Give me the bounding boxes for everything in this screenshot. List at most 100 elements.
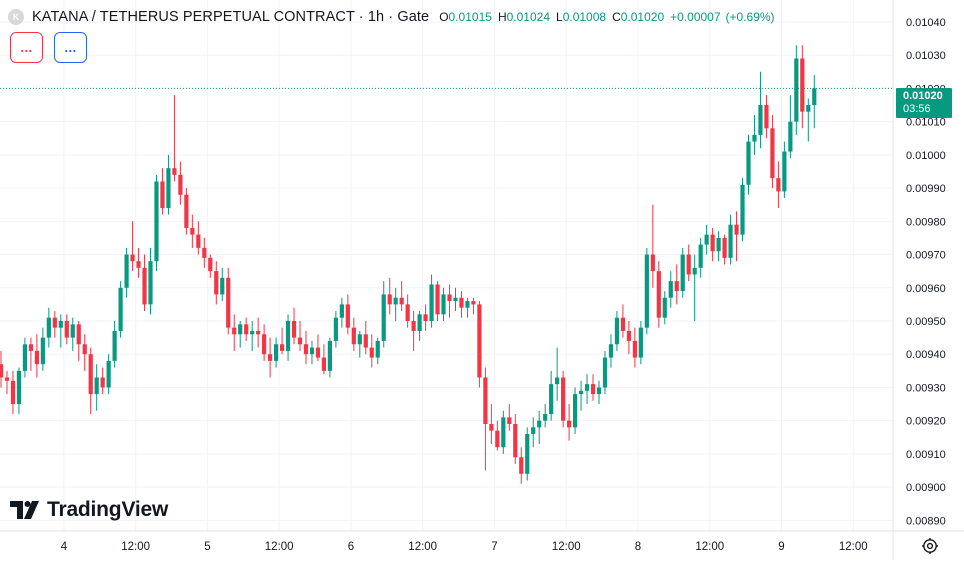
candle-body	[357, 334, 362, 345]
candle-body	[142, 267, 147, 305]
candle-body	[106, 360, 111, 388]
candle-body	[429, 284, 434, 322]
candle-body	[507, 417, 512, 425]
candle-body	[423, 314, 428, 322]
candle-body	[513, 424, 518, 458]
candle-body	[572, 394, 578, 428]
y-tick-label: 0.01000	[906, 150, 946, 162]
candle-body	[369, 347, 374, 358]
candle-body	[88, 354, 93, 395]
chart-legend: K KATANA / TETHERUS PERPETUAL CONTRACT ·…	[8, 7, 775, 27]
candle-body	[315, 347, 321, 358]
candle-body	[100, 377, 105, 388]
candle-body	[632, 340, 637, 358]
last-price-tag: 0.01020 03:56	[896, 88, 952, 118]
candle-body	[220, 277, 225, 295]
candle-body	[94, 377, 99, 395]
candle-body	[333, 317, 338, 341]
indicator-button-1[interactable]: ...	[10, 32, 43, 63]
candle-body	[770, 128, 775, 179]
candle-body	[375, 340, 380, 358]
candle-body	[680, 254, 685, 292]
candle-body	[4, 377, 10, 381]
candle-body	[812, 88, 817, 106]
candle-body	[285, 321, 291, 351]
y-tick-label: 0.00980	[906, 216, 946, 228]
candle-body	[112, 330, 117, 361]
candle-body	[501, 417, 506, 448]
candle-body	[52, 317, 57, 328]
candle-body	[692, 267, 697, 275]
low-value: 0.01008	[562, 10, 607, 24]
candle-body	[268, 354, 273, 361]
candle-body	[34, 350, 39, 365]
candle-body	[668, 281, 673, 298]
candle-body	[584, 384, 590, 391]
candle-body	[363, 334, 368, 348]
indicator-button-2[interactable]: ...	[54, 32, 87, 63]
candle-body	[662, 297, 667, 318]
bar-countdown: 03:56	[903, 103, 931, 115]
symbol-logo-icon: K	[8, 9, 24, 25]
candle-body	[800, 58, 805, 112]
x-tick-label: 12:00	[839, 541, 868, 553]
candle-body	[232, 327, 237, 335]
candle-body	[519, 457, 524, 474]
candle-body	[531, 427, 536, 434]
candle-body	[752, 134, 757, 142]
candle-body	[64, 321, 69, 338]
candle-body	[710, 234, 715, 252]
candle-body	[405, 304, 410, 322]
candle-body	[58, 321, 63, 328]
y-tick-label: 0.00900	[906, 482, 946, 494]
candle-body	[728, 224, 733, 258]
candle-body	[734, 224, 739, 235]
candle-body	[543, 414, 548, 421]
candle-body	[608, 344, 614, 358]
candle-body	[776, 178, 781, 192]
candle-body	[46, 317, 51, 338]
candle-body	[381, 294, 386, 341]
candle-body	[262, 334, 267, 355]
candle-body	[782, 151, 787, 192]
candle-body	[244, 324, 249, 335]
candle-body	[471, 301, 476, 305]
candle-body	[794, 58, 799, 122]
tradingview-logo[interactable]: TradingView	[10, 498, 168, 522]
candle-body	[178, 174, 183, 195]
x-tick-label: 12:00	[265, 541, 294, 553]
candle-body	[321, 357, 327, 371]
candle-body	[459, 297, 464, 308]
candle-body	[208, 257, 213, 272]
symbol-title[interactable]: KATANA / TETHERUS PERPETUAL CONTRACT · 1…	[32, 9, 430, 25]
low-label: L	[556, 10, 563, 24]
open-label: O	[439, 10, 449, 24]
y-tick-label: 0.01040	[906, 17, 946, 29]
candle-body	[238, 324, 243, 335]
candle-body	[441, 294, 446, 315]
candle-body	[465, 301, 470, 308]
candle-body	[674, 281, 679, 292]
candle-body	[250, 330, 255, 335]
candle-body	[704, 234, 709, 245]
candle-body	[453, 297, 458, 302]
tradingview-wordmark: TradingView	[47, 498, 169, 521]
candle-body	[555, 377, 560, 385]
candle-body	[303, 344, 309, 355]
change-value: +0.00007	[670, 10, 721, 24]
candle-body	[549, 384, 554, 415]
candle-body	[297, 337, 303, 345]
candle-body	[279, 344, 285, 351]
gear-icon[interactable]	[921, 537, 939, 555]
candle-body	[602, 357, 608, 388]
candle-body	[22, 344, 28, 371]
last-price-value: 0.01020	[903, 90, 943, 102]
candle-body	[525, 433, 530, 474]
candle-body	[136, 261, 141, 268]
candle-body	[273, 344, 279, 361]
candle-body	[76, 324, 81, 345]
y-tick-label: 0.01010	[906, 117, 946, 129]
candle-body	[124, 254, 129, 288]
y-tick-label: 0.00990	[906, 183, 946, 195]
